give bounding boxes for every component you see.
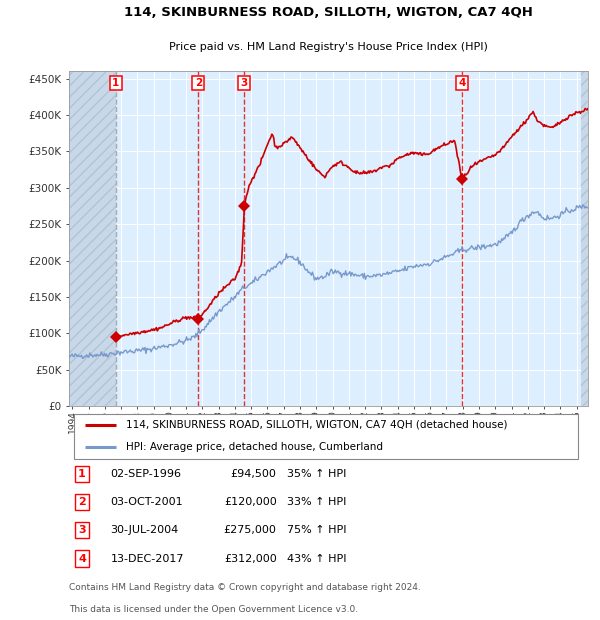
Text: 4: 4	[78, 554, 86, 564]
FancyBboxPatch shape	[74, 414, 578, 459]
Text: HPI: Average price, detached house, Cumberland: HPI: Average price, detached house, Cumb…	[126, 443, 383, 453]
Text: 114, SKINBURNESS ROAD, SILLOTH, WIGTON, CA7 4QH (detached house): 114, SKINBURNESS ROAD, SILLOTH, WIGTON, …	[126, 420, 508, 430]
Text: 3: 3	[241, 78, 248, 88]
Text: 3: 3	[78, 525, 86, 535]
Text: This data is licensed under the Open Government Licence v3.0.: This data is licensed under the Open Gov…	[69, 605, 358, 614]
Bar	[69, 71, 116, 406]
Text: 75% ↑ HPI: 75% ↑ HPI	[287, 525, 346, 535]
Bar	[581, 71, 588, 406]
Text: £312,000: £312,000	[224, 554, 277, 564]
Text: 4: 4	[458, 78, 466, 88]
Text: £275,000: £275,000	[224, 525, 277, 535]
Text: 33% ↑ HPI: 33% ↑ HPI	[287, 497, 346, 507]
Text: 35% ↑ HPI: 35% ↑ HPI	[287, 469, 346, 479]
Text: £120,000: £120,000	[224, 497, 277, 507]
Text: Price paid vs. HM Land Registry's House Price Index (HPI): Price paid vs. HM Land Registry's House …	[169, 42, 488, 51]
Text: 03-OCT-2001: 03-OCT-2001	[110, 497, 183, 507]
Text: 43% ↑ HPI: 43% ↑ HPI	[287, 554, 346, 564]
Text: 2: 2	[195, 78, 202, 88]
Text: 02-SEP-1996: 02-SEP-1996	[110, 469, 182, 479]
Text: 2: 2	[78, 497, 86, 507]
Text: 1: 1	[112, 78, 119, 88]
Text: 114, SKINBURNESS ROAD, SILLOTH, WIGTON, CA7 4QH: 114, SKINBURNESS ROAD, SILLOTH, WIGTON, …	[124, 6, 533, 19]
Text: £94,500: £94,500	[231, 469, 277, 479]
Text: 30-JUL-2004: 30-JUL-2004	[110, 525, 179, 535]
Text: Contains HM Land Registry data © Crown copyright and database right 2024.: Contains HM Land Registry data © Crown c…	[69, 583, 421, 592]
Text: 13-DEC-2017: 13-DEC-2017	[110, 554, 184, 564]
Text: 1: 1	[78, 469, 86, 479]
